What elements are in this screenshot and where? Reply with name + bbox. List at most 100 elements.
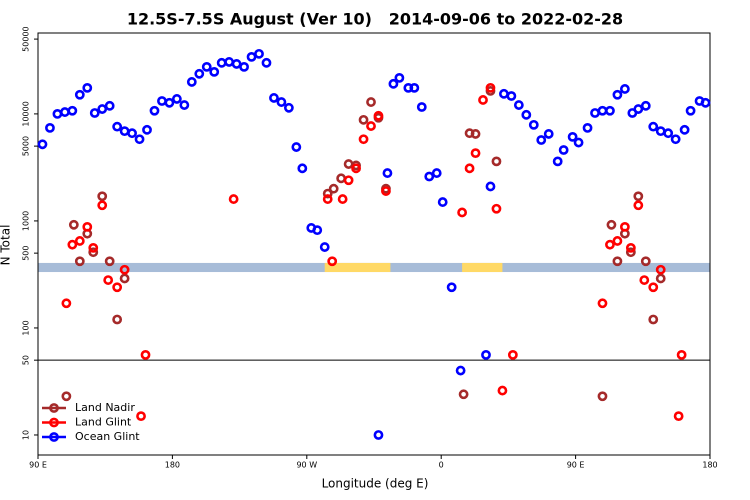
point [455, 365, 466, 376]
point [322, 194, 333, 204]
point [97, 200, 108, 211]
point [606, 219, 617, 230]
y-tick-label: 100 [22, 320, 31, 335]
point [112, 314, 123, 325]
point [485, 82, 496, 93]
point [59, 107, 70, 117]
point [394, 72, 405, 83]
point [61, 391, 72, 402]
point [485, 181, 496, 192]
point [464, 163, 475, 174]
point [612, 256, 623, 267]
point [633, 104, 644, 114]
point [409, 82, 420, 93]
point [382, 168, 393, 178]
x-tick-label: 0 [439, 461, 444, 470]
y-tick-label: 50 [22, 355, 31, 365]
point [506, 91, 517, 101]
point [254, 48, 264, 59]
point [337, 194, 348, 204]
point [358, 134, 369, 145]
point [619, 84, 630, 94]
point [319, 242, 330, 252]
point [497, 385, 508, 396]
point [336, 173, 347, 184]
y-tick-label: 500 [22, 246, 31, 261]
point [619, 221, 630, 232]
point [119, 264, 130, 275]
point [74, 236, 85, 246]
point [366, 121, 376, 131]
point [149, 105, 160, 116]
point [82, 82, 93, 93]
point [590, 108, 600, 118]
point [605, 105, 615, 116]
legend-label: Land Glint [75, 416, 132, 429]
x-tick-label: 180 [165, 461, 180, 470]
point [670, 134, 681, 145]
point [140, 350, 151, 360]
point [157, 96, 167, 106]
point [104, 100, 115, 111]
point [142, 124, 152, 135]
point [297, 163, 308, 174]
point [127, 128, 137, 139]
point [97, 191, 108, 202]
legend-marker [49, 417, 59, 428]
point [424, 171, 435, 182]
point [640, 100, 651, 111]
x-axis-label: Longitude (deg E) [322, 477, 429, 491]
point [74, 89, 85, 100]
point [633, 200, 644, 211]
point [373, 110, 384, 121]
point [119, 126, 130, 137]
point [648, 121, 659, 132]
point [74, 256, 85, 267]
point [67, 105, 78, 116]
y-tick-label: 1000 [22, 211, 31, 231]
point [343, 175, 354, 186]
point [97, 104, 108, 114]
point [291, 142, 302, 152]
y-axis-label: N Total [0, 225, 13, 266]
point [597, 105, 608, 116]
point [648, 282, 659, 293]
point [366, 97, 376, 107]
point [88, 247, 99, 258]
point [655, 273, 666, 284]
point [104, 256, 115, 267]
point [491, 203, 502, 214]
point [597, 298, 608, 309]
point [201, 61, 212, 72]
point [351, 163, 361, 174]
point [89, 108, 100, 118]
point [633, 191, 644, 202]
point [328, 183, 339, 194]
point [381, 186, 391, 196]
legend-label: Land Nadir [75, 401, 135, 414]
point [612, 236, 623, 246]
point [573, 137, 584, 148]
point [68, 219, 79, 230]
point [552, 156, 563, 167]
point [103, 275, 114, 285]
point [134, 134, 145, 145]
point [625, 242, 636, 253]
point [112, 282, 123, 293]
x-tick-label: 90 W [296, 461, 317, 470]
y-tick-label: 10 [22, 430, 31, 440]
point [521, 109, 532, 120]
point [88, 242, 99, 253]
point [119, 273, 130, 284]
point [536, 135, 547, 145]
point [655, 264, 666, 275]
point [648, 314, 659, 325]
highlight [324, 262, 391, 273]
point [582, 122, 593, 133]
point [228, 194, 239, 204]
legend-label: Ocean Glint [75, 430, 140, 443]
point [416, 102, 427, 112]
point [358, 114, 369, 125]
point [478, 95, 488, 105]
